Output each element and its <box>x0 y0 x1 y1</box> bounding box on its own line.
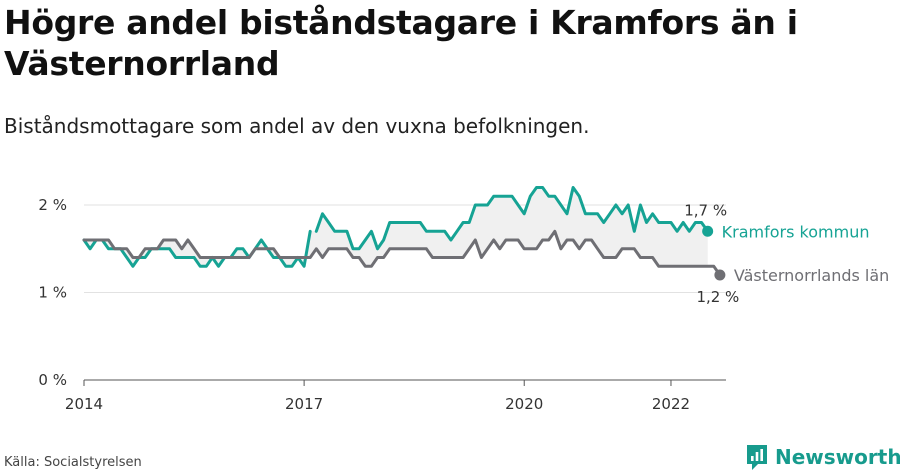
y-tick-label: 1 % <box>38 284 67 302</box>
y-tick-label: 0 % <box>38 371 67 389</box>
chart-subtitle: Biståndsmottagare som andel av den vuxna… <box>4 114 590 138</box>
series-end-value-label: 1,7 % <box>684 201 727 219</box>
series-name-label: Kramfors kommun <box>722 222 870 241</box>
brand-name: Newsworthy <box>775 445 900 469</box>
series-layer <box>82 186 726 281</box>
series-line-v-sternorrlands-l-n <box>82 229 722 277</box>
brand-logo[interactable]: Newsworthy <box>745 441 900 473</box>
grid-layer: 0 % 1 % 2 % <box>38 196 726 389</box>
newsworthy-logo-icon <box>747 445 767 470</box>
x-tick-label: 2022 <box>652 395 690 413</box>
series-end-marker <box>714 269 726 281</box>
x-tick-label: 2017 <box>285 395 323 413</box>
series-end-marker <box>702 225 714 237</box>
x-tick-label: 2014 <box>65 395 103 413</box>
x-axis: 2014 2017 2020 2022 <box>65 380 690 413</box>
label-layer: Kramfors kommun 1,7 % Västernorrlands län 1… <box>684 201 889 306</box>
x-tick-label: 2020 <box>505 395 543 413</box>
series-name-label: Västernorrlands län <box>734 266 889 285</box>
series-end-value-label: 1,2 % <box>696 288 739 306</box>
series-line-kramfors-kommun <box>314 186 710 251</box>
source-note: Källa: Socialstyrelsen <box>4 455 142 470</box>
y-tick-label: 2 % <box>38 196 67 214</box>
chart-title: Högre andel biståndstagare i Kramfors än… <box>4 3 798 83</box>
difference-band <box>84 187 708 267</box>
